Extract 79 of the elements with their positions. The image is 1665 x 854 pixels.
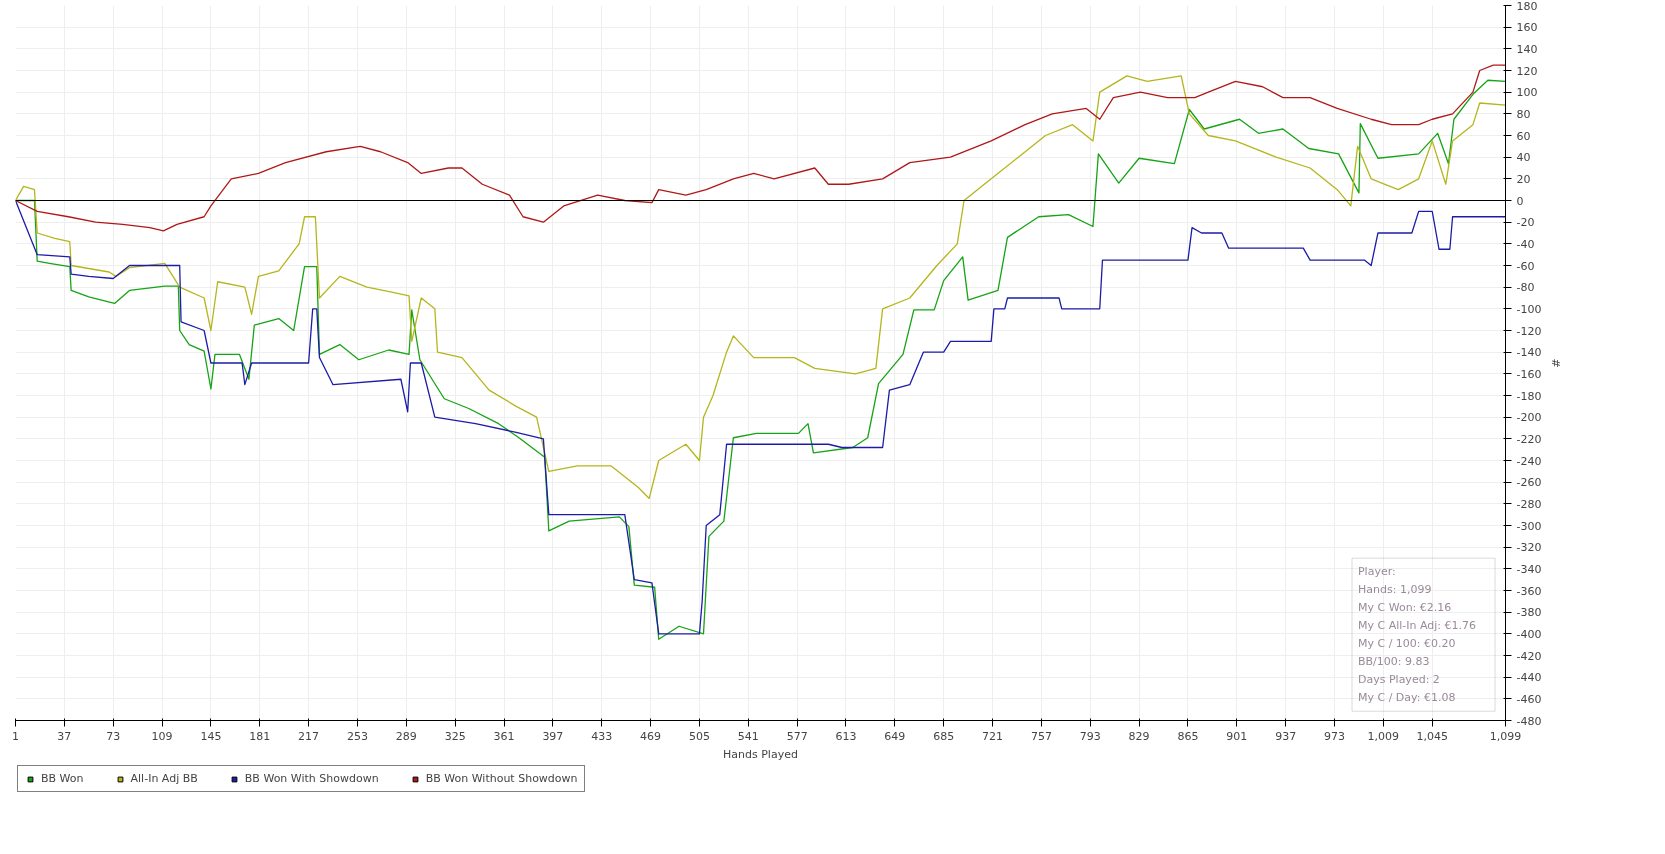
x-tick-label: 145 xyxy=(200,729,222,743)
x-tick-label: 721 xyxy=(982,729,1004,743)
legend-label: All-In Adj BB xyxy=(130,772,198,785)
y-tick-label: -360 xyxy=(1516,584,1542,598)
x-tick-label: 469 xyxy=(640,729,662,743)
y-tick-label: -140 xyxy=(1516,346,1542,360)
y-tick-label: -260 xyxy=(1516,476,1542,490)
x-tick-label: 109 xyxy=(151,729,173,743)
y-tick-label: 100 xyxy=(1516,86,1538,100)
y-tick-label: 20 xyxy=(1516,172,1531,186)
annotation: My C All-In Adj: €1.76 xyxy=(1357,619,1477,633)
annotation: BB/100: 9.83 xyxy=(1357,655,1430,669)
x-tick-label: 541 xyxy=(737,729,759,743)
y-tick-label: 40 xyxy=(1516,151,1531,165)
y-tick-label: -240 xyxy=(1516,454,1542,468)
annotation: My C / 100: €0.20 xyxy=(1357,637,1456,651)
x-tick-label: 685 xyxy=(933,729,955,743)
x-tick-label: 793 xyxy=(1079,729,1101,743)
y-tick-label: 180 xyxy=(1516,0,1538,13)
y-tick-label: 140 xyxy=(1516,42,1538,56)
x-tick-label: 1 xyxy=(12,729,19,743)
x-tick-label: 577 xyxy=(786,729,808,743)
y-tick-label: -380 xyxy=(1516,606,1542,620)
x-tick-label: 937 xyxy=(1275,729,1297,743)
legend-label: BB Won Without Showdown xyxy=(425,772,578,785)
annotation: Days Played: 2 xyxy=(1357,673,1440,687)
annotation: Player: xyxy=(1357,565,1396,579)
y-tick-label: -120 xyxy=(1516,324,1542,338)
y-tick-label: -340 xyxy=(1516,562,1542,576)
x-tick-label: 73 xyxy=(106,729,121,743)
y-tick-label: -80 xyxy=(1516,281,1535,295)
y-tick-label: -180 xyxy=(1516,389,1542,403)
y-tick-label: -100 xyxy=(1516,302,1542,316)
x-tick-label: 181 xyxy=(249,729,271,743)
x-tick-label: 865 xyxy=(1177,729,1199,743)
y-tick-label: -300 xyxy=(1516,519,1542,533)
x-tick-label: 1,099 xyxy=(1489,729,1522,743)
y-tick-label: -320 xyxy=(1516,541,1542,555)
x-tick-label: 649 xyxy=(884,729,906,743)
x-tick-label: 253 xyxy=(346,729,368,743)
y-tick-label: -440 xyxy=(1516,671,1542,685)
x-tick-label: 217 xyxy=(298,729,320,743)
y-tick-label: -280 xyxy=(1516,497,1542,511)
y-tick-label: 120 xyxy=(1516,64,1538,78)
x-tick-label: 829 xyxy=(1128,729,1150,743)
y-tick-label: -480 xyxy=(1516,714,1542,728)
x-tick-label: 1,045 xyxy=(1416,729,1448,743)
legend-label: BB Won xyxy=(41,772,84,785)
y-tick-label: -160 xyxy=(1516,367,1542,381)
y-axis-title: # xyxy=(1549,358,1563,368)
annotation: My C / Day: €1.08 xyxy=(1357,691,1456,705)
annotation: My C Won: €2.16 xyxy=(1357,601,1452,615)
x-tick-label: 325 xyxy=(444,729,466,743)
y-tick-label: -20 xyxy=(1516,216,1535,230)
y-tick-label: -420 xyxy=(1516,649,1542,663)
x-tick-label: 289 xyxy=(395,729,417,743)
x-tick-label: 901 xyxy=(1226,729,1248,743)
y-tick-label: -60 xyxy=(1516,259,1535,273)
x-tick-label: 433 xyxy=(591,729,613,743)
x-tick-label: 613 xyxy=(835,729,857,743)
x-tick-label: 397 xyxy=(542,729,564,743)
x-tick-label: 1,009 xyxy=(1367,729,1400,743)
y-tick-label: -200 xyxy=(1516,411,1542,425)
legend-label: BB Won With Showdown xyxy=(244,772,379,785)
y-tick-label: -400 xyxy=(1516,627,1542,641)
annotation: Hands: 1,099 xyxy=(1357,583,1432,597)
y-tick-label: 80 xyxy=(1516,107,1531,121)
y-tick-label: -40 xyxy=(1516,237,1535,251)
x-tick-label: 757 xyxy=(1030,729,1052,743)
x-tick-label: 505 xyxy=(688,729,710,743)
x-tick-label: 37 xyxy=(57,729,72,743)
x-axis-title: Hands Played xyxy=(723,747,798,761)
y-tick-label: 160 xyxy=(1516,21,1538,35)
y-tick-label: -460 xyxy=(1516,692,1542,706)
y-tick-label: 60 xyxy=(1516,129,1531,143)
y-tick-label: -220 xyxy=(1516,432,1542,446)
x-tick-label: 973 xyxy=(1324,729,1346,743)
x-tick-label: 361 xyxy=(493,729,515,743)
y-tick-label: 0 xyxy=(1516,194,1524,208)
